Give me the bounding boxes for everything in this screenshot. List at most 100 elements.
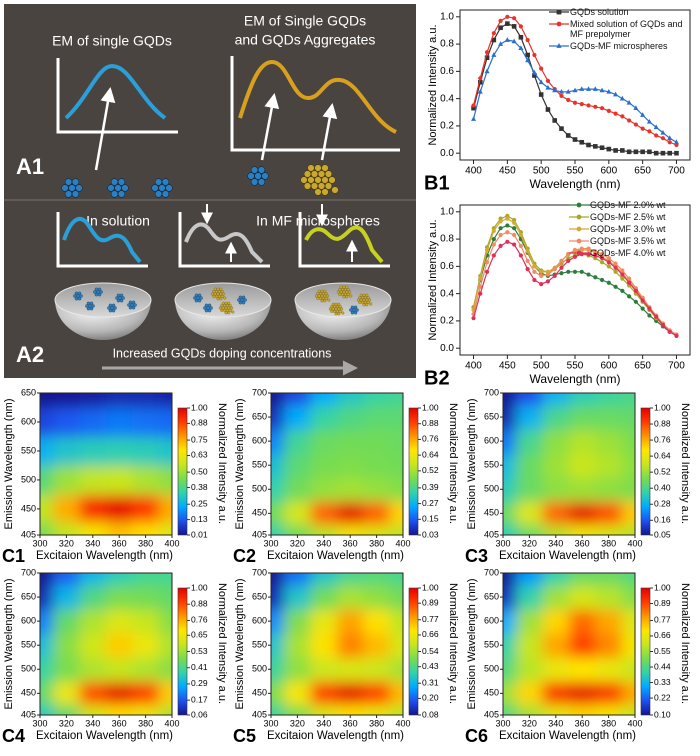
heat-cell xyxy=(569,633,596,658)
heat-cell xyxy=(503,704,517,715)
heat-cell xyxy=(503,524,517,535)
heat-cell xyxy=(337,609,364,634)
heatmap xyxy=(271,393,403,535)
marker xyxy=(654,314,659,319)
marker xyxy=(471,105,476,111)
colorbar-tick-label: 0.10 xyxy=(654,709,671,719)
colorbar-tick-label: 0.52 xyxy=(654,466,671,476)
colorbar-tick-label: 0.31 xyxy=(422,678,439,688)
heat-cell xyxy=(310,704,338,715)
x-tick-label: 300 xyxy=(495,538,510,548)
heat-cell xyxy=(284,704,312,715)
y-tick-label: 650 xyxy=(252,591,267,601)
marker xyxy=(613,284,618,289)
y-tick-label: 550 xyxy=(21,640,36,650)
marker xyxy=(576,250,582,256)
legend: GQDs-MF 2.0% wt GQDs-MF 2.5% wt GQDs-MF 3.… xyxy=(569,200,666,258)
panel-a: EM of single GQDs EM of Single GQDs and … xyxy=(4,4,416,378)
heat-cell xyxy=(516,609,544,634)
heat-cell xyxy=(310,609,338,634)
marker xyxy=(566,269,571,274)
marker xyxy=(586,103,591,108)
legend-label: GQDs-MF 3.5% wt xyxy=(590,236,666,246)
heat-cell xyxy=(106,704,133,715)
y-tick-label: 500 xyxy=(252,664,267,674)
x-axis-title: Excitaion Wavelength (nm) xyxy=(36,550,173,562)
heat-cell xyxy=(79,494,107,523)
x-tick-label: 380 xyxy=(138,718,153,728)
heat-cell xyxy=(310,429,338,454)
x-tick-label: 340 xyxy=(85,718,100,728)
heat-cell xyxy=(595,681,623,705)
heat-cell xyxy=(40,704,54,715)
heat-cell xyxy=(106,494,133,523)
marker xyxy=(539,281,544,287)
heat-cell xyxy=(542,657,570,682)
heat-cell xyxy=(542,633,570,658)
marker xyxy=(572,269,578,274)
colorbar-tick-label: 0.88 xyxy=(191,418,208,428)
heat-cell xyxy=(132,633,160,658)
y-tick-label: 450 xyxy=(252,688,267,698)
colorbar-tick-label: 0.64 xyxy=(654,450,671,460)
y-tick-label: 600 xyxy=(252,436,267,446)
colorbar-tick-label: 1.00 xyxy=(422,582,439,592)
colorbar-tick-label: 0.88 xyxy=(422,418,439,428)
heat-cell xyxy=(132,465,160,495)
marker xyxy=(579,101,584,107)
marker xyxy=(576,238,582,244)
marker xyxy=(586,272,591,277)
heat-cell xyxy=(542,429,570,454)
x-tick-label: 650 xyxy=(634,166,651,177)
heat-cell xyxy=(310,393,338,406)
heat-cell xyxy=(158,573,172,586)
colorbar-tick-label: 0.22 xyxy=(654,692,671,702)
x-tick-label: 380 xyxy=(601,718,616,728)
y-tick-label: 550 xyxy=(21,445,36,455)
marker xyxy=(593,253,598,258)
x-tick-label: 380 xyxy=(369,718,384,728)
x-tick-label: 340 xyxy=(316,538,331,548)
marker xyxy=(559,126,564,131)
marker xyxy=(491,31,496,36)
marker xyxy=(545,84,551,90)
heat-cell xyxy=(132,573,160,586)
heatmap xyxy=(40,573,172,715)
heat-cell xyxy=(363,633,391,658)
heat-cell xyxy=(158,407,172,437)
heat-cell xyxy=(503,681,517,705)
heat-cell xyxy=(621,501,635,525)
x-tick-label: 300 xyxy=(263,718,278,728)
y-tick-label: 450 xyxy=(21,503,36,513)
heat-cell xyxy=(516,681,544,705)
heat-cell xyxy=(40,407,54,437)
colorbar-tick-label: 0.15 xyxy=(422,514,439,524)
y-tick-label: 1.0 xyxy=(440,11,454,22)
marker xyxy=(498,219,503,224)
marker xyxy=(647,306,652,311)
y-tick-label: 650 xyxy=(252,411,267,421)
heat-cell xyxy=(106,521,133,535)
marker xyxy=(673,139,680,145)
marker xyxy=(606,280,611,285)
y-tick-label: 700 xyxy=(484,567,499,577)
heat-cell xyxy=(621,453,635,478)
heat-cell xyxy=(337,704,364,715)
heat-cell xyxy=(310,657,338,682)
heat-cell xyxy=(106,681,133,705)
marker xyxy=(518,253,523,258)
heat-cell xyxy=(503,657,517,682)
x-tick-label: 400 xyxy=(465,361,482,372)
marker xyxy=(640,298,645,303)
marker xyxy=(599,251,605,257)
y-tick-label: 0.0 xyxy=(440,343,454,354)
heat-cell xyxy=(337,573,364,586)
marker xyxy=(525,249,530,254)
x-axis-title: Wavelength (nm) xyxy=(530,177,621,191)
heat-cell xyxy=(516,657,544,682)
marker xyxy=(606,88,612,94)
colorbar-tick-label: 0.63 xyxy=(191,450,208,460)
heat-cell xyxy=(79,436,107,466)
legend: GQDs solution Mixed solution of GQDs and … xyxy=(549,7,683,51)
heat-cell xyxy=(569,477,596,502)
